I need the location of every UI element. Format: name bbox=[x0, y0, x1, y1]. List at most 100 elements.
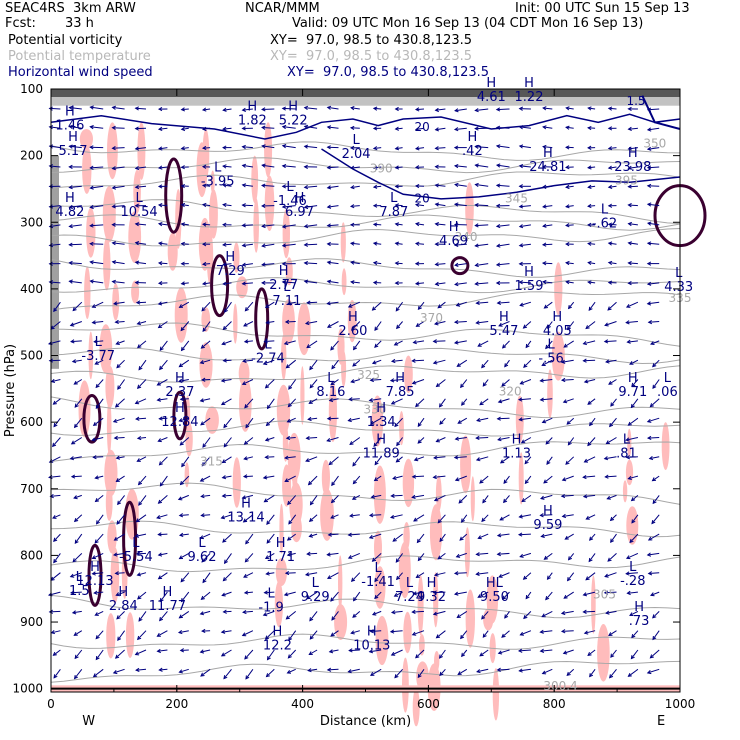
wind-vector bbox=[262, 243, 275, 247]
wind-vector-head bbox=[115, 340, 120, 345]
wind-vector bbox=[647, 242, 660, 245]
pv-shade-blob bbox=[465, 589, 475, 648]
west-end-label: W bbox=[82, 714, 95, 729]
wind-vector-head bbox=[330, 632, 335, 637]
wind-vector-head bbox=[135, 300, 141, 305]
wind-vector-head bbox=[412, 591, 417, 596]
wind-vector-head bbox=[607, 146, 613, 151]
wind-vector-head bbox=[134, 146, 140, 151]
wind-vector-head bbox=[331, 481, 336, 487]
wind-vector bbox=[327, 126, 339, 129]
pv-shade-blob bbox=[347, 300, 357, 343]
theta-contour bbox=[50, 420, 681, 437]
wind-vector bbox=[413, 591, 425, 595]
wind-vector-head bbox=[241, 381, 247, 385]
wind-vector-head bbox=[546, 324, 551, 329]
pv-contour-loop bbox=[172, 390, 188, 441]
theta-contour bbox=[50, 258, 681, 278]
wind-vector bbox=[286, 359, 297, 369]
theta-contour-label: 320 bbox=[499, 385, 522, 399]
wind-vector bbox=[608, 147, 617, 149]
wind-vector bbox=[180, 321, 190, 331]
wind-vector bbox=[648, 533, 660, 541]
wind-vector bbox=[70, 321, 82, 326]
wind-vector bbox=[200, 359, 211, 364]
wind-vector bbox=[222, 494, 232, 497]
wind-vector-head bbox=[281, 163, 287, 169]
wind-vector-head bbox=[560, 377, 566, 383]
wind-vector bbox=[518, 398, 531, 401]
wind-vector bbox=[372, 553, 382, 562]
wind-vector bbox=[540, 379, 553, 382]
wind-vector-head bbox=[73, 495, 78, 500]
wind-vector bbox=[461, 649, 468, 657]
wind-vector-head bbox=[74, 539, 79, 545]
wind-vector bbox=[498, 649, 510, 654]
wind-vector-head bbox=[303, 260, 309, 266]
pv-shade-blob bbox=[374, 530, 382, 565]
wind-vector-head bbox=[646, 202, 652, 207]
wind-vector bbox=[112, 261, 125, 265]
theta-contour bbox=[50, 171, 681, 189]
field-xy-pv: XY= 97.0, 98.5 to 430.8,123.5 bbox=[270, 33, 473, 48]
wind-vector bbox=[435, 108, 446, 111]
wind-vector-head bbox=[607, 260, 613, 266]
wind-vector-head bbox=[201, 281, 207, 286]
wind-vector bbox=[647, 185, 660, 187]
wind-vector-head bbox=[394, 165, 400, 170]
wind-vector bbox=[74, 398, 83, 408]
theta-contour bbox=[50, 555, 681, 573]
wind-vector bbox=[457, 610, 468, 618]
wind-vector bbox=[244, 649, 254, 660]
wind-vector bbox=[562, 475, 574, 481]
wind-vector-head bbox=[223, 559, 228, 565]
wind-vector bbox=[394, 340, 403, 346]
wind-vector bbox=[497, 301, 510, 304]
wind-vector bbox=[606, 359, 617, 363]
wind-vector bbox=[94, 340, 104, 343]
wind-contour-label: 20 bbox=[414, 120, 429, 134]
wind-vector bbox=[50, 572, 61, 581]
wind-vector-head bbox=[70, 590, 75, 595]
wind-vector-head bbox=[627, 672, 632, 677]
wind-vector bbox=[605, 475, 617, 478]
wind-vector bbox=[647, 668, 660, 674]
wind-vector-head bbox=[496, 300, 502, 306]
wind-vector-head bbox=[565, 106, 570, 111]
wind-vector-head bbox=[352, 462, 357, 467]
extremum-type: L bbox=[214, 160, 222, 175]
wind-vector bbox=[53, 649, 61, 656]
wind-vector bbox=[545, 340, 553, 349]
wind-vector bbox=[374, 321, 382, 331]
pv-shade-blob bbox=[274, 580, 283, 628]
wind-vector bbox=[285, 321, 296, 323]
wind-vector-head bbox=[286, 418, 292, 423]
wind-vector bbox=[610, 649, 617, 658]
extremum-type: H bbox=[163, 585, 173, 600]
wind-vector bbox=[588, 107, 596, 110]
wind-vector bbox=[285, 572, 296, 574]
extremum-value: -3.95 bbox=[201, 174, 235, 189]
wind-vector-head bbox=[242, 518, 248, 523]
init-time: Init: 00 UTC Sun 15 Sep 13 bbox=[515, 1, 690, 16]
wind-vector-head bbox=[201, 377, 206, 382]
wind-vector-head bbox=[309, 501, 314, 506]
wind-vector bbox=[93, 668, 104, 677]
wind-vector-head bbox=[157, 222, 163, 227]
wind-vector bbox=[652, 379, 660, 389]
wind-vector bbox=[327, 668, 339, 671]
wind-vector-head bbox=[201, 307, 206, 312]
wind-vector-head bbox=[477, 535, 482, 540]
wind-vector bbox=[626, 321, 638, 324]
wind-vector-head bbox=[114, 319, 119, 325]
wind-vector-head bbox=[284, 478, 289, 482]
wind-vector-head bbox=[560, 493, 566, 499]
wind-vector-head bbox=[518, 280, 524, 285]
extremum-value: 2.60 bbox=[338, 324, 367, 339]
wind-vector-head bbox=[587, 165, 592, 170]
wind-vector-head bbox=[241, 223, 246, 228]
wind-vector bbox=[588, 301, 596, 311]
wind-vector-head bbox=[111, 260, 117, 265]
wind-vector-head bbox=[392, 537, 397, 542]
wind-vector bbox=[477, 340, 489, 347]
